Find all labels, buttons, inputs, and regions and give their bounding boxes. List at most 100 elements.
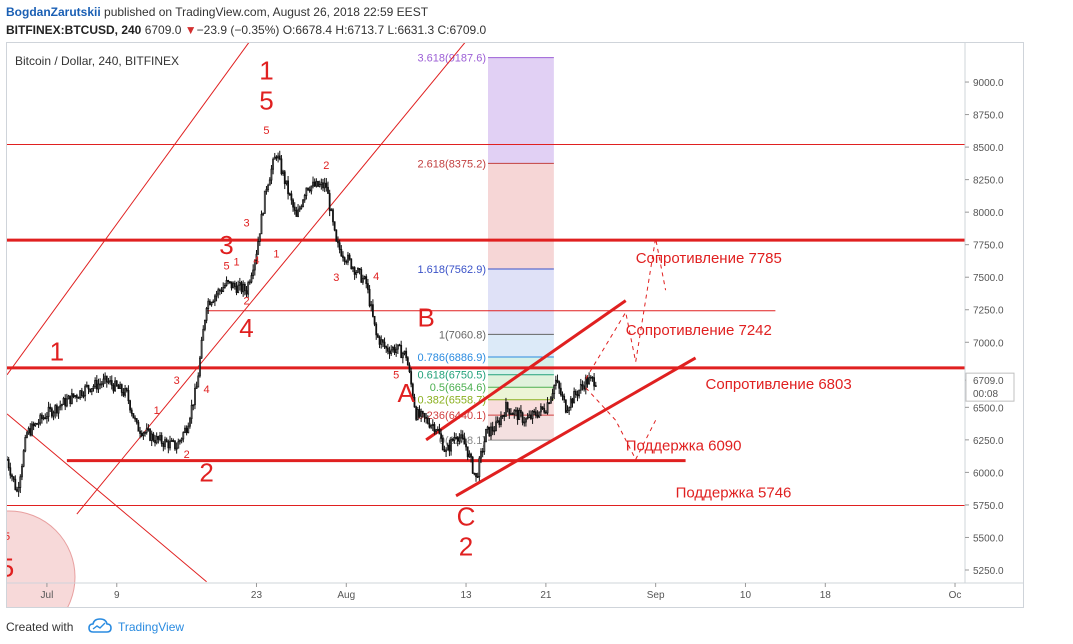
candle-body <box>365 276 368 285</box>
candle-body <box>348 254 351 260</box>
candle-body <box>87 384 90 390</box>
candle-body <box>395 348 398 354</box>
candle-body <box>150 433 153 441</box>
candle-body <box>390 349 393 354</box>
candle-body <box>273 156 276 160</box>
fib-level-label: 0.618(6750.5) <box>418 370 487 382</box>
author-link[interactable]: BogdanZarutskii <box>6 5 101 19</box>
candle-body <box>283 171 286 185</box>
candle-body <box>157 436 160 440</box>
candle-body <box>74 395 77 397</box>
wave-label: 1 <box>233 257 239 269</box>
x-tick-label: 21 <box>540 590 552 601</box>
candle-body <box>195 386 198 389</box>
candle-body <box>242 283 245 293</box>
candle-body <box>357 268 359 273</box>
candle-body <box>376 334 379 338</box>
candle-body <box>568 407 571 411</box>
candle-body <box>167 441 170 449</box>
candle-body <box>588 377 591 385</box>
channel-line <box>7 413 207 583</box>
candle-body <box>526 416 529 420</box>
candle-body <box>530 414 532 419</box>
candle-body <box>325 182 328 188</box>
fib-level-label: 0.5(6654.6) <box>430 382 486 394</box>
candle-body <box>360 269 363 283</box>
candle-body <box>189 418 191 427</box>
chart-area[interactable]: 3.618(9187.6)2.618(8375.2)1.618(7562.9)1… <box>6 42 1024 608</box>
candle-body <box>217 289 220 295</box>
channel-line <box>7 43 250 376</box>
fib-level-label: 0.786(6886.9) <box>418 352 487 364</box>
price-chart-svg[interactable]: 3.618(9187.6)2.618(8375.2)1.618(7562.9)1… <box>7 43 1023 607</box>
wave-label: 5 <box>393 370 399 382</box>
candle-body <box>243 283 246 292</box>
wave-label: 5 <box>7 552 14 582</box>
candle-body <box>62 397 65 405</box>
chart-title: Bitcoin / Dollar, 240, BITFINEX <box>15 54 179 68</box>
candle-body <box>34 423 37 427</box>
candle-body <box>556 379 559 383</box>
current-time-label: 00:08 <box>973 389 998 400</box>
candle-body <box>416 409 419 420</box>
x-tick-label: 9 <box>114 590 120 601</box>
candle-body <box>52 412 55 417</box>
candle-body <box>511 413 514 415</box>
candle-body <box>135 418 138 423</box>
candle-body <box>343 257 346 262</box>
candle-body <box>207 300 210 309</box>
candle-body <box>408 364 411 373</box>
candle-body <box>80 390 83 397</box>
candle-body <box>119 384 121 389</box>
candle-body <box>490 426 492 437</box>
candle-body <box>122 391 125 396</box>
ohlc-values: O:6678.4 H:6713.7 L:6631.3 C:6709.0 <box>279 23 487 37</box>
price-axis-bg <box>965 43 1023 607</box>
candle-body <box>232 282 235 289</box>
y-tick-label: 7250.0 <box>973 306 1004 317</box>
candle-body <box>11 474 13 478</box>
fib-level-label: 2.618(8375.2) <box>418 158 487 170</box>
candle-body <box>541 406 544 409</box>
candle-body <box>483 441 486 452</box>
fib-level-label: 1(7060.8) <box>439 329 486 341</box>
candle-body <box>202 328 205 341</box>
candle-body <box>55 405 58 414</box>
candle-body <box>518 409 521 420</box>
candle-body <box>278 155 281 160</box>
down-arrow-icon: ▼ <box>184 23 197 37</box>
candle-body <box>19 476 22 488</box>
last-price: 6709.0 <box>141 23 182 37</box>
published-text: published on TradingView.com, August 26,… <box>100 5 429 19</box>
candle-body <box>7 459 10 469</box>
candle-body <box>443 449 446 452</box>
candle-body <box>112 384 115 392</box>
candle-body <box>345 260 348 263</box>
candle-body <box>187 425 190 434</box>
candle-body <box>563 395 566 401</box>
candle-body <box>503 415 506 417</box>
candle-body <box>60 404 63 407</box>
candle-body <box>222 287 225 292</box>
candle-body <box>420 410 423 417</box>
y-tick-label: 8500.0 <box>973 143 1004 154</box>
tradingview-link[interactable]: TradingView <box>118 620 185 634</box>
x-tick-label: Oc <box>949 590 962 601</box>
candle-body <box>297 209 299 217</box>
candle-body <box>513 410 516 415</box>
channel-lines <box>7 43 697 583</box>
candle-body <box>594 385 597 387</box>
candle-body <box>267 184 270 190</box>
candle-body <box>142 432 145 437</box>
candle-body <box>327 186 329 194</box>
candle-body <box>458 437 461 442</box>
candle-body <box>51 408 53 417</box>
level-label: Сопротивление 6803 <box>706 376 852 393</box>
projection-path <box>585 238 667 379</box>
horizontal-levels: Сопротивление 7785 Сопротивление 7242 Сопр… <box>7 143 965 506</box>
candle-body <box>154 439 156 444</box>
candle-body <box>253 260 256 271</box>
candle-body <box>586 377 589 385</box>
wave-label: 3 <box>174 375 180 387</box>
candle-body <box>411 383 414 398</box>
